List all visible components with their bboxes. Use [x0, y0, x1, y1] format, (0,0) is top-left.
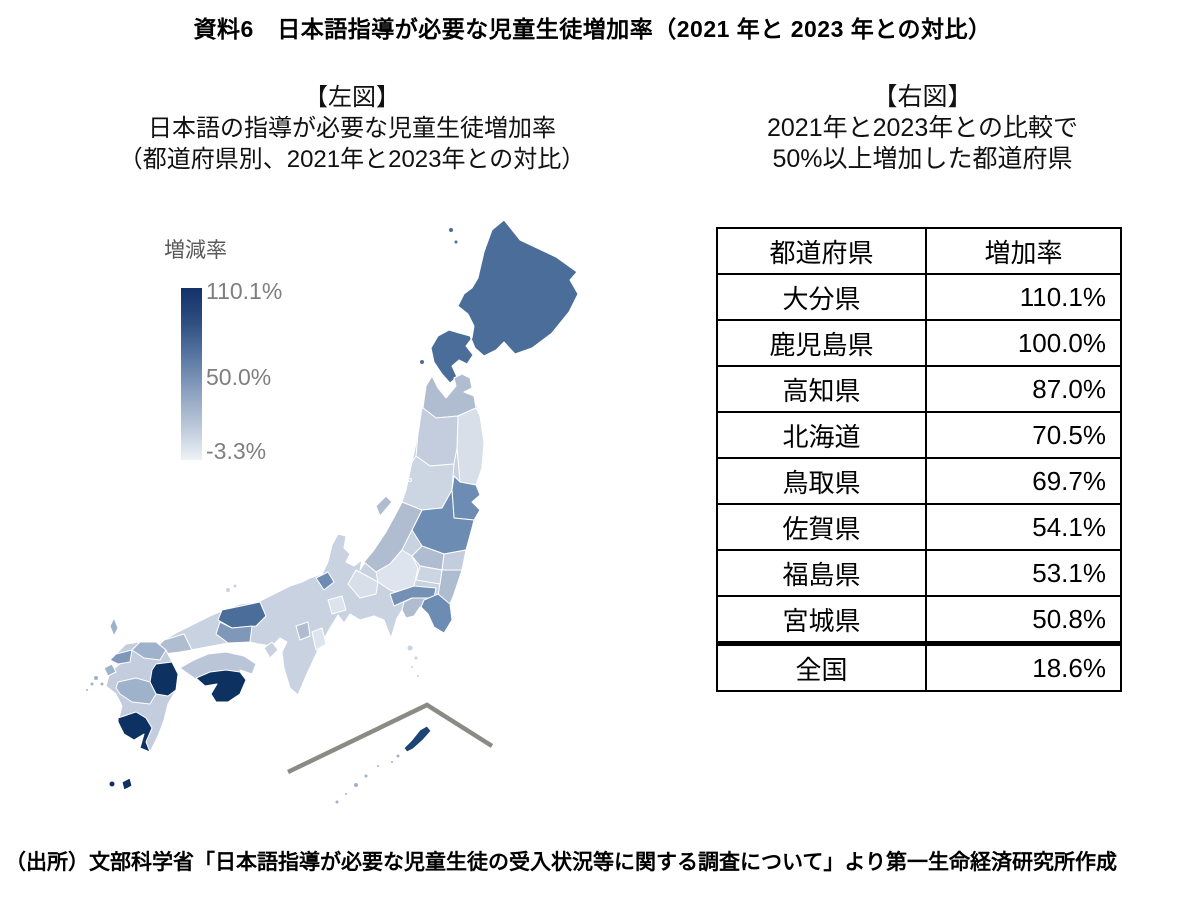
source-note: （出所）文部科学省「日本語指導が必要な児童生徒の受入状況等に関する調査について」… — [5, 851, 1117, 874]
right-figure-caption: 【右図】 2021年と2023年との比較で 50%以上増加した都道府県 — [700, 82, 1145, 175]
legend-max-label: 110.1% — [206, 278, 283, 304]
prefecture-cell: 福島県 — [716, 549, 927, 597]
rate-cell: 50.8% — [925, 595, 1122, 645]
rate-cell: 100.0% — [925, 319, 1122, 367]
map-region-kumamoto — [115, 677, 157, 705]
rate-cell: 110.1% — [925, 273, 1122, 321]
prefecture-table: 都道府県 増加率 大分県 110.1% 鹿児島県 100.0% 高知県 87.0… — [716, 227, 1122, 692]
map-region-ryukyu-islands — [334, 753, 401, 805]
right-figure-tag: 【右図】 — [872, 83, 973, 111]
map-region-ishikawa — [315, 571, 335, 591]
map-region-kagoshima — [117, 711, 153, 753]
prefecture-cell: 宮城県 — [716, 595, 927, 645]
total-label-cell: 全国 — [716, 641, 927, 692]
rate-column-header: 増加率 — [925, 227, 1122, 275]
page-title: 資料6 日本語指導が必要な児童生徒増加率（2021 年と 2023 年との対比） — [193, 16, 992, 42]
prefecture-cell: 大分県 — [716, 273, 927, 321]
map-region-saitama — [415, 565, 443, 585]
table-row: 佐賀県 54.1% — [716, 503, 1122, 551]
okinawa-inset-divider — [287, 702, 494, 775]
legend-mid-label: 50.0% — [206, 364, 272, 390]
rate-cell: 54.1% — [925, 503, 1122, 551]
map-region-gifu — [347, 569, 379, 599]
rate-cell: 53.1% — [925, 549, 1122, 597]
map-region-sado — [375, 495, 393, 517]
table-row: 鳥取県 69.7% — [716, 457, 1122, 505]
japan-choropleth-map: 増減率 110.1% 50.0% -3.3% — [60, 190, 680, 840]
map-region-nara — [311, 627, 327, 651]
map-region-oita — [149, 661, 179, 697]
right-figure-caption-line2: 50%以上増加した都道府県 — [772, 145, 1073, 173]
left-figure-tag: 【左図】 — [304, 84, 400, 111]
table-row: 高知県 87.0% — [716, 365, 1122, 413]
rate-cell: 70.5% — [925, 411, 1122, 459]
right-figure-caption-line1: 2021年と2023年との比較で — [767, 114, 1078, 142]
map-region-tottori — [217, 601, 267, 629]
japan-map-svg — [85, 219, 579, 805]
table-row: 大分県 110.1% — [716, 273, 1122, 321]
map-region-chiba — [420, 593, 453, 634]
map-region-iwate — [456, 407, 485, 486]
map-region-osaka — [295, 621, 311, 641]
table-row: 宮城県 50.8% — [716, 595, 1122, 645]
map-region-ibaraki — [437, 569, 463, 605]
map-region-nagasaki — [85, 617, 119, 692]
prefecture-cell: 高知県 — [716, 365, 927, 413]
legend-gradient-bar — [181, 288, 202, 460]
map-region-saga — [109, 649, 133, 665]
table-total-row: 全国 18.6% — [716, 641, 1122, 692]
table-header-row: 都道府県 増加率 — [716, 227, 1122, 275]
rate-cell: 87.0% — [925, 365, 1122, 413]
table-row: 福島県 53.1% — [716, 549, 1122, 597]
map-region-small-islands-light — [225, 478, 420, 678]
legend-min-label: -3.3% — [206, 438, 267, 464]
prefecture-column-header: 都道府県 — [716, 227, 927, 275]
prefecture-cell: 鹿児島県 — [716, 319, 927, 367]
left-figure-caption-line2: （都道府県別、2021年と2023年との対比） — [118, 146, 586, 173]
map-region-southern-islands-dark — [108, 777, 133, 791]
map-region-okinawa — [403, 725, 432, 753]
prefecture-cell: 北海道 — [716, 411, 927, 459]
increase-rate-table: 都道府県 増加率 大分県 110.1% 鹿児島県 100.0% 高知県 87.0… — [716, 227, 1122, 692]
map-region-kochi — [195, 669, 247, 703]
map-region-nagano — [375, 549, 419, 595]
table-row: 鹿児島県 100.0% — [716, 319, 1122, 367]
rate-cell: 69.7% — [925, 457, 1122, 505]
map-region-okayama — [215, 621, 253, 644]
prefecture-cell: 鳥取県 — [716, 457, 927, 505]
prefecture-cell: 佐賀県 — [716, 503, 927, 551]
map-region-hokkaido — [430, 219, 579, 384]
map-region-hokkaido-islands — [419, 227, 459, 365]
table-row: 北海道 70.5% — [716, 411, 1122, 459]
total-rate-cell: 18.6% — [925, 641, 1122, 692]
left-figure-caption: 【左図】 日本語の指導が必要な児童生徒増加率 （都道府県別、2021年と2023… — [92, 82, 612, 175]
left-figure-caption-line1: 日本語の指導が必要な児童生徒増加率 — [148, 115, 556, 142]
legend-title: 増減率 — [164, 239, 227, 262]
map-region-miyagi — [451, 475, 481, 521]
map-region-shiga — [327, 595, 347, 615]
